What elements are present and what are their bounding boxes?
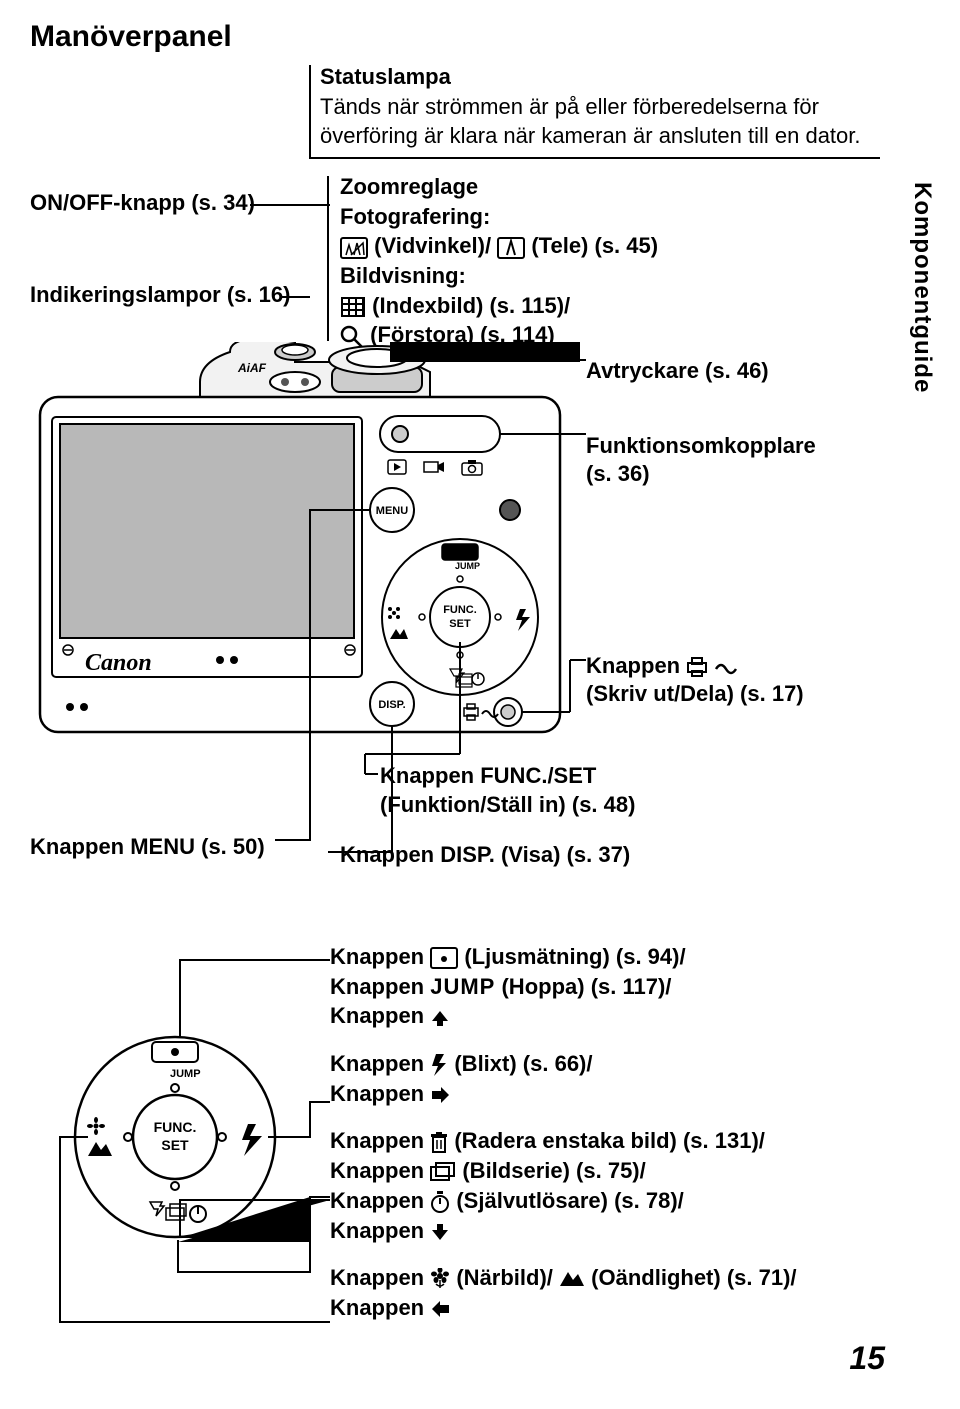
page-title: Manöverpanel [30, 20, 930, 54]
g4l2: Knappen [330, 1295, 430, 1320]
page-number: 15 [849, 1340, 885, 1377]
zoom-l1: Zoomreglage [340, 172, 750, 202]
g2l1a: Knappen [330, 1051, 430, 1076]
jump-text: JUMP [430, 974, 495, 999]
print-share-callout: Knappen (Skriv ut/Dela) (s. 17) [586, 652, 804, 707]
svg-text:SET: SET [449, 618, 471, 630]
funcset-callout: Knappen FUNC./SET (Funktion/Ställ in) (s… [380, 762, 635, 819]
grp-flash: Knappen (Blixt) (s. 66)/ Knappen [330, 1049, 950, 1108]
g3l4: Knappen [330, 1218, 430, 1243]
svg-text:Canon: Canon [85, 650, 152, 676]
status-label: Statuslampa [320, 64, 451, 89]
zoom-l3: Bildvisning: [340, 261, 750, 291]
g2l2: Knappen [330, 1081, 430, 1106]
knprint-l2: (Skriv ut/Dela) (s. 17) [586, 681, 804, 706]
g1l2a: Knappen [330, 974, 430, 999]
grp-delete: Knappen (Radera enstaka bild) (s. 131)/ … [330, 1126, 950, 1245]
funcset-l1: Knappen FUNC./SET [380, 763, 596, 788]
onoff-text: ON/OFF-knapp (s. 34) [30, 190, 255, 215]
arrow-right-icon [430, 1086, 450, 1104]
wide-icon [340, 237, 368, 259]
zoom-l2c: (Tele) (s. 45) [531, 233, 658, 258]
index-icon [340, 296, 366, 318]
onoff-callout: ON/OFF-knapp (s. 34) [30, 190, 255, 216]
tele-icon [497, 237, 525, 259]
status-lamp-callout: Statuslampa Tänds när strömmen är på ell… [320, 62, 900, 151]
svg-text:AiAF: AiAF [237, 361, 267, 375]
indik-callout: Indikeringslampor (s. 16) [30, 282, 290, 308]
funcset-l2: (Funktion/Ställ in) (s. 48) [380, 792, 635, 817]
g4l1a: Knappen [330, 1265, 430, 1290]
g2l1b: (Blixt) (s. 66)/ [454, 1051, 592, 1076]
svg-text:FUNC.: FUNC. [443, 604, 477, 616]
svg-text:MENU: MENU [376, 505, 408, 517]
timer-icon [430, 1191, 450, 1213]
zoom-callout: Zoomreglage Fotografering: (Vidvinkel)/ … [340, 172, 750, 350]
g4l1b: (Närbild)/ [456, 1265, 553, 1290]
g1l3: Knappen [330, 1003, 430, 1028]
arrow-down-icon [430, 1223, 450, 1241]
metering-icon [430, 947, 458, 969]
g4l1c: (Oändlighet) (s. 71)/ [591, 1265, 796, 1290]
bottom-callouts: Knappen (Ljusmätning) (s. 94)/ Knappen J… [330, 942, 950, 1341]
macro-icon [430, 1268, 450, 1290]
g1l2b: (Hoppa) (s. 117)/ [501, 974, 671, 999]
fomk-l2: (s. 36) [586, 461, 650, 486]
g1l1a: Knappen [330, 944, 430, 969]
grp-metering: Knappen (Ljusmätning) (s. 94)/ Knappen J… [330, 942, 950, 1031]
flash-icon [430, 1054, 448, 1076]
fomk-l1: Funktionsomkopplare [586, 433, 816, 458]
bottom-leaders [30, 942, 340, 1362]
menu-callout: Knappen MENU (s. 50) [30, 834, 265, 860]
g3l1b: (Radera enstaka bild) (s. 131)/ [454, 1128, 765, 1153]
status-desc: Tänds när strömmen är på eller förberede… [320, 94, 861, 149]
indik-text: Indikeringslampor (s. 16) [30, 282, 290, 307]
arrow-up-icon [430, 1009, 450, 1027]
zoom-l2b: (Vidvinkel)/ [374, 233, 491, 258]
g3l3b: (Självutlösare) (s. 78)/ [456, 1188, 683, 1213]
svg-text:DISP.: DISP. [378, 699, 405, 711]
arrow-left-icon [430, 1300, 450, 1318]
shutter-callout: Avtryckare (s. 46) [586, 358, 769, 384]
mode-switch-callout: Funktionsomkopplare (s. 36) [586, 432, 816, 487]
zoom-l2a: Fotografering: [340, 204, 490, 229]
camera-area: AiAF Canon [30, 342, 930, 902]
g3l3a: Knappen [330, 1188, 430, 1213]
g3l2b: (Bildserie) (s. 75)/ [462, 1158, 645, 1183]
top-callouts: Statuslampa Tänds när strömmen är på ell… [30, 62, 930, 342]
zoom-l4a: (Indexbild) (s. 115)/ [372, 293, 570, 318]
print-icon [686, 657, 708, 677]
g3l2a: Knappen [330, 1158, 430, 1183]
g1l1b: (Ljusmätning) (s. 94)/ [464, 944, 685, 969]
svg-text:JUMP: JUMP [455, 561, 480, 571]
disp-callout: Knappen DISP. (Visa) (s. 37) [340, 842, 630, 868]
grp-macro: Knappen (Närbild)/ (Oändlighet) (s. 71)/… [330, 1263, 950, 1322]
infinity-icon [559, 1270, 585, 1288]
g3l1a: Knappen [330, 1128, 430, 1153]
bottom-area: FUNC. SET JUMP [30, 942, 930, 1362]
knprint-l1: Knappen [586, 653, 686, 678]
series-icon [430, 1162, 456, 1182]
trash-icon [430, 1132, 448, 1154]
share-wave-icon [714, 659, 740, 675]
